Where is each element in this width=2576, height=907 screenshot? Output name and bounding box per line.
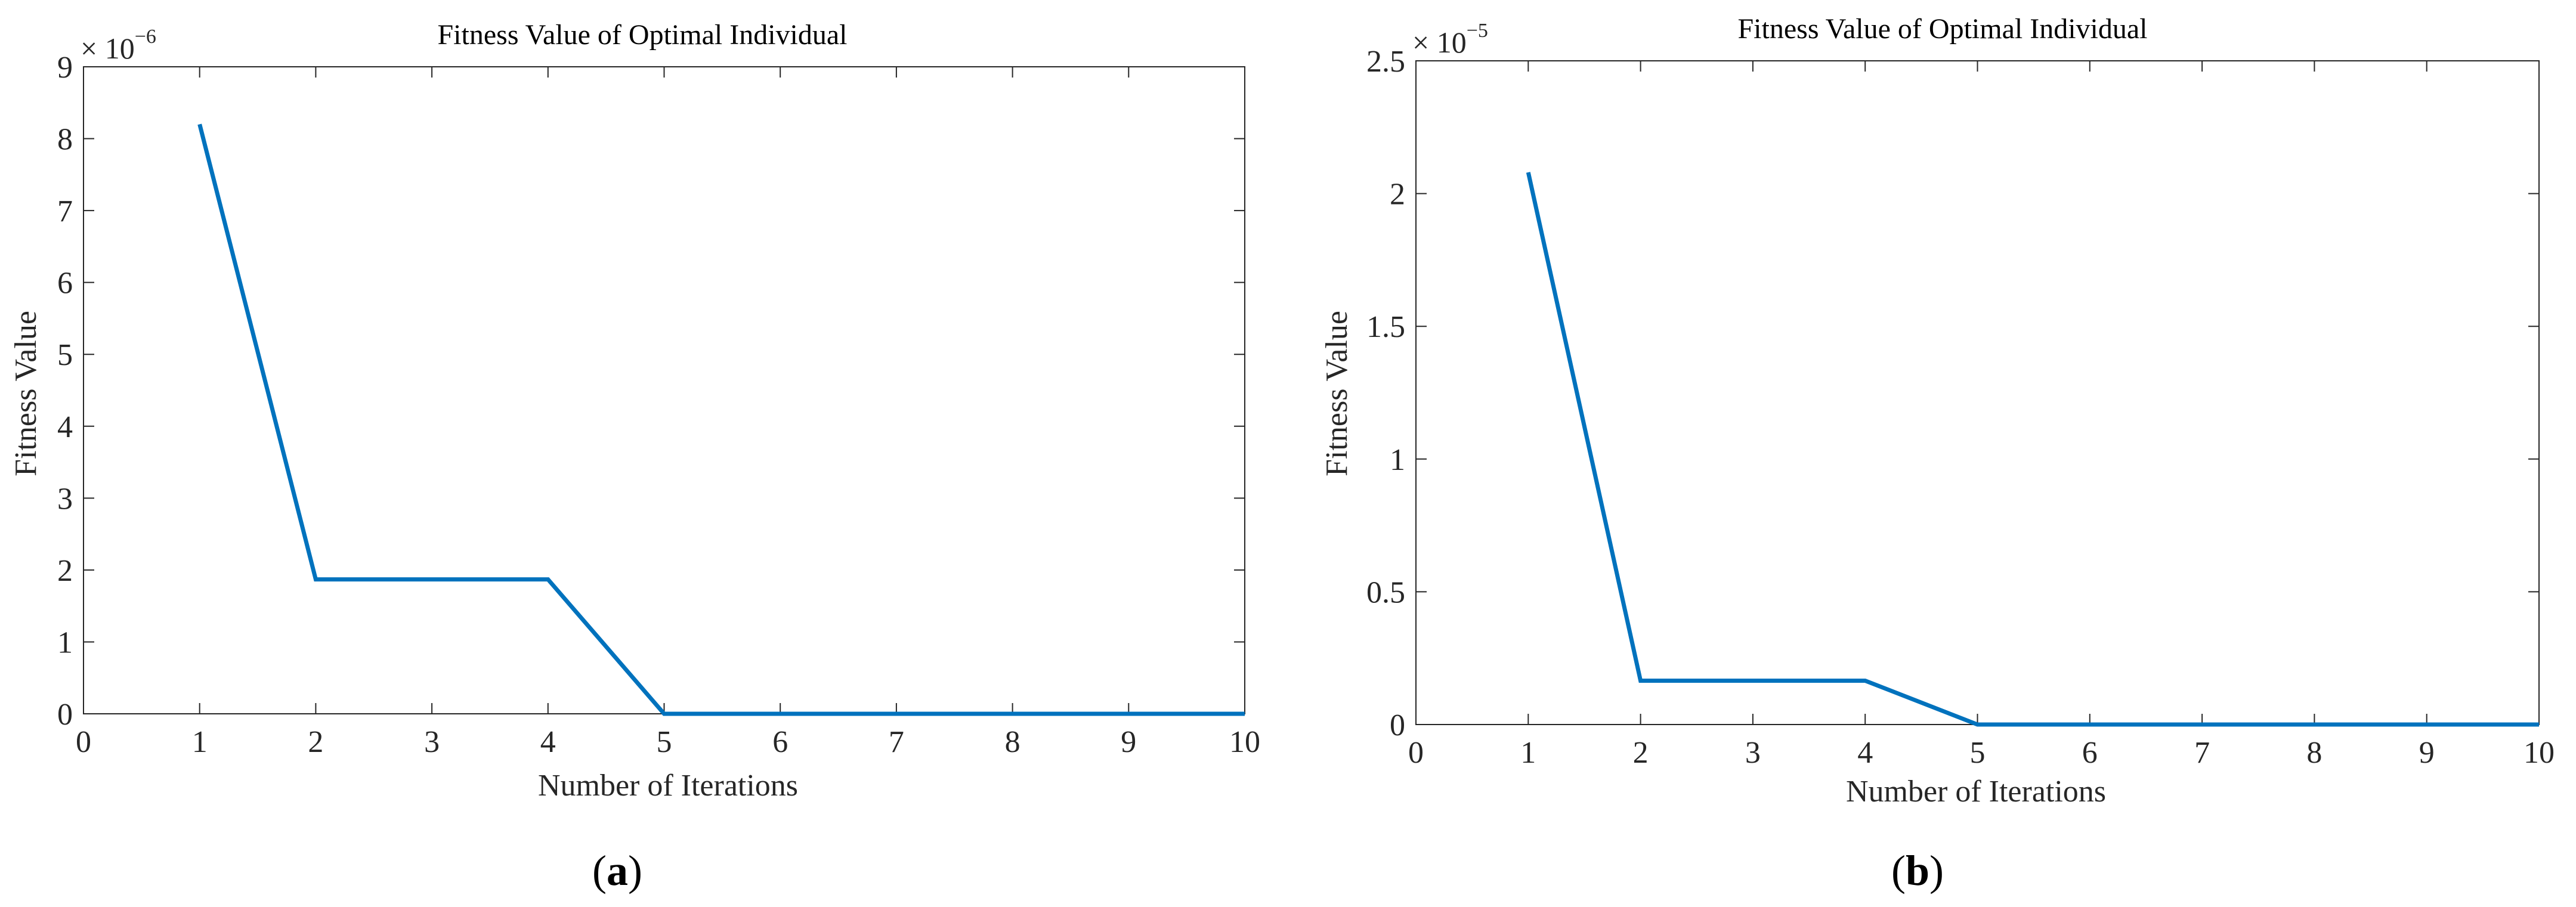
y-axis-multiplier: × 10−5 — [1412, 20, 1488, 59]
y-tick-label: 1.5 — [1366, 310, 1405, 344]
x-tick-label: 3 — [1745, 736, 1761, 770]
y-axis: 0 0.5 1 1.5 2 2.5 — [1366, 45, 2539, 742]
y-tick-label: 9 — [57, 51, 73, 85]
y-tick-label: 0.5 — [1366, 575, 1405, 609]
x-tick-label: 3 — [424, 725, 440, 759]
x-tick-label: 2 — [1633, 736, 1649, 770]
series-line — [197, 123, 1245, 716]
series-line — [1526, 172, 2539, 727]
panel-label-letter: a — [607, 847, 628, 894]
x-tick-label: 4 — [1857, 736, 1873, 770]
y-axis-multiplier-base: × 10 — [1412, 26, 1467, 59]
y-tick-label: 2 — [57, 554, 73, 588]
panel-label-open: ( — [1891, 847, 1906, 894]
y-tick-label: 3 — [57, 482, 73, 516]
series-layer — [1526, 172, 2539, 727]
x-tick-label: 0 — [76, 725, 91, 759]
y-axis-label: Fitness Value — [9, 311, 43, 476]
x-tick-label: 9 — [1121, 725, 1136, 759]
x-tick-label: 5 — [1970, 736, 1986, 770]
y-tick-label: 8 — [57, 123, 73, 157]
x-tick-label: 10 — [1229, 725, 1260, 759]
x-axis: 0 1 2 3 4 5 6 7 8 9 10 — [1408, 61, 2555, 770]
panel-label-close: ) — [1929, 847, 1944, 894]
y-axis-multiplier: × 10−6 — [81, 26, 156, 65]
x-tick-label: 8 — [1005, 725, 1020, 759]
y-tick-label: 7 — [57, 194, 73, 228]
series-layer — [197, 123, 1245, 716]
x-tick-label: 2 — [308, 725, 323, 759]
y-tick-label: 6 — [57, 267, 73, 301]
panel-label-b: (b) — [1891, 847, 1944, 894]
x-tick-label: 7 — [889, 725, 904, 759]
x-axis-label: Number of Iterations — [1846, 775, 2106, 809]
x-tick-label: 8 — [2306, 736, 2322, 770]
y-axis-multiplier-base: × 10 — [81, 32, 135, 65]
chart-panel-b: Fitness Value of Optimal Individual × 10… — [1320, 13, 2555, 894]
y-axis-label: Fitness Value — [1320, 311, 1354, 476]
y-axis: 0 1 2 3 4 5 6 7 8 9 — [57, 51, 1245, 732]
x-tick-label: 4 — [540, 725, 556, 759]
y-tick-label: 0 — [57, 698, 73, 732]
panel-label-open: ( — [592, 847, 607, 894]
y-axis-multiplier-exponent: −5 — [1467, 20, 1488, 42]
y-tick-label: 0 — [1390, 708, 1405, 742]
x-tick-label: 9 — [2419, 736, 2435, 770]
chart-panel-a: Fitness Value of Optimal Individual × 10… — [9, 19, 1260, 894]
chart-title: Fitness Value of Optimal Individual — [437, 19, 847, 51]
y-tick-label: 1 — [1390, 443, 1405, 477]
x-tick-label: 6 — [2082, 736, 2098, 770]
x-tick-label: 1 — [1520, 736, 1536, 770]
y-tick-label: 2.5 — [1366, 45, 1405, 79]
panel-label-a: (a) — [592, 847, 642, 894]
y-tick-label: 4 — [57, 410, 73, 444]
panel-label-letter: b — [1906, 847, 1929, 894]
x-axis: 0 1 2 3 4 5 6 7 8 9 10 — [76, 67, 1260, 759]
x-tick-label: 7 — [2194, 736, 2210, 770]
panel-label-close: ) — [628, 847, 642, 894]
y-tick-label: 5 — [57, 338, 73, 372]
y-tick-label: 1 — [57, 626, 73, 660]
x-tick-label: 0 — [1408, 736, 1424, 770]
x-tick-label: 10 — [2524, 736, 2555, 770]
y-axis-multiplier-exponent: −6 — [135, 26, 156, 48]
x-tick-label: 1 — [192, 725, 208, 759]
x-tick-label: 6 — [772, 725, 788, 759]
chart-title: Fitness Value of Optimal Individual — [1737, 13, 2147, 45]
x-axis-label: Number of Iterations — [538, 769, 798, 803]
x-tick-label: 5 — [657, 725, 672, 759]
y-tick-label: 2 — [1390, 178, 1405, 212]
